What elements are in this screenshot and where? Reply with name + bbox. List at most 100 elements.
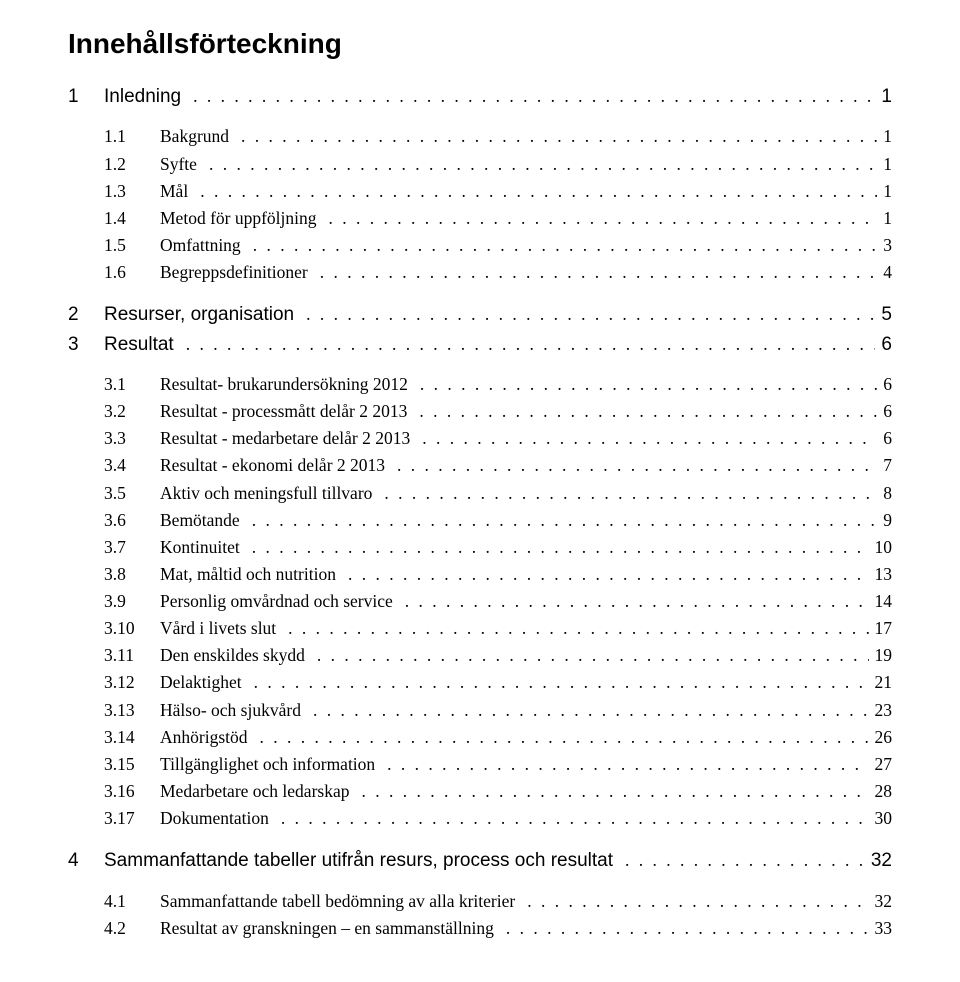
toc-entry: 3.11Den enskildes skydd. . . . . . . . .… bbox=[104, 642, 892, 669]
toc-entry-number: 3.9 bbox=[104, 588, 160, 615]
toc-entry: 4Sammanfattande tabeller utifrån resurs,… bbox=[68, 846, 892, 875]
toc-entry-number: 3.1 bbox=[104, 371, 160, 398]
toc-entry-page: 6 bbox=[875, 330, 892, 359]
toc-entry-label: Hälso- och sjukvård bbox=[160, 697, 301, 724]
toc-leader-dots: . . . . . . . . . . . . . . . . . . . . … bbox=[260, 724, 869, 751]
toc-entry-label: Den enskildes skydd bbox=[160, 642, 305, 669]
toc-entry: 3.12Delaktighet . . . . . . . . . . . . .… bbox=[104, 669, 892, 696]
toc-entry-page: 33 bbox=[869, 915, 893, 942]
toc-entry: 3.14Anhörigstöd . . . . . . . . . . . . .… bbox=[104, 724, 892, 751]
toc-entry-label: Bakgrund bbox=[160, 123, 229, 150]
toc-entry: 3.15Tillgänglighet och information. . . … bbox=[104, 751, 892, 778]
toc-entry-label: Omfattning bbox=[160, 232, 241, 259]
toc-leader-dots: . . . . . . . . . . . . . . . . . . . . … bbox=[209, 151, 877, 178]
toc-entry: 3.10Vård i livets slut. . . . . . . . . … bbox=[104, 615, 892, 642]
toc-entry-number: 1.5 bbox=[104, 232, 160, 259]
toc-entry-label: Syfte bbox=[160, 151, 197, 178]
toc-leader-dots: . . . . . . . . . . . . . . . . . . . . … bbox=[361, 778, 868, 805]
toc-entry-page: 27 bbox=[869, 751, 893, 778]
toc-entry: 2Resurser, organisation. . . . . . . . .… bbox=[68, 300, 892, 329]
toc-leader-dots: . . . . . . . . . . . . . . . . . . . . … bbox=[313, 697, 869, 724]
toc-entry: 1.1Bakgrund. . . . . . . . . . . . . . .… bbox=[104, 123, 892, 150]
toc-leader-dots: . . . . . . . . . . . . . . . . . . . . … bbox=[397, 452, 877, 479]
table-of-contents: 1Inledning. . . . . . . . . . . . . . . … bbox=[68, 82, 892, 942]
toc-entry-number: 2 bbox=[68, 300, 104, 329]
toc-entry-number: 3.2 bbox=[104, 398, 160, 425]
toc-entry-page: 1 bbox=[877, 178, 892, 205]
toc-entry-label: Mål bbox=[160, 178, 188, 205]
toc-leader-dots: . . . . . . . . . . . . . . . . . . . . … bbox=[288, 615, 868, 642]
toc-leader-dots: . . . . . . . . . . . . . . . . . . . . … bbox=[527, 888, 868, 915]
toc-entry-number: 3 bbox=[68, 330, 104, 359]
toc-leader-dots: . . . . . . . . . . . . . . . . . . . . … bbox=[186, 331, 876, 358]
toc-entry-label: Resultat - medarbetare delår 2 2013 bbox=[160, 425, 410, 452]
toc-entry-number: 3.16 bbox=[104, 778, 160, 805]
toc-entry-number: 3.12 bbox=[104, 669, 160, 696]
toc-entry-label: Anhörigstöd bbox=[160, 724, 248, 751]
toc-leader-dots: . . . . . . . . . . . . . . . . . . . . … bbox=[253, 232, 878, 259]
toc-entry-label: Delaktighet bbox=[160, 669, 242, 696]
toc-entry-page: 9 bbox=[877, 507, 892, 534]
toc-entry-page: 7 bbox=[877, 452, 892, 479]
toc-entry: 1.6Begreppsdefinitioner. . . . . . . . .… bbox=[104, 259, 892, 286]
toc-entry-number: 3.11 bbox=[104, 642, 160, 669]
toc-entry: 3.6Bemötande. . . . . . . . . . . . . . … bbox=[104, 507, 892, 534]
toc-entry-number: 3.14 bbox=[104, 724, 160, 751]
toc-entry-label: Resultat- brukarundersökning 2012 bbox=[160, 371, 408, 398]
toc-leader-dots: . . . . . . . . . . . . . . . . . . . . … bbox=[422, 425, 877, 452]
toc-entry: 1.4Metod för uppföljning. . . . . . . . … bbox=[104, 205, 892, 232]
toc-entry: 3.2Resultat - processmått delår 2 2013 . … bbox=[104, 398, 892, 425]
toc-entry-label: Dokumentation bbox=[160, 805, 269, 832]
toc-entry: 3Resultat . . . . . . . . . . . . . . . .… bbox=[68, 330, 892, 359]
toc-leader-dots: . . . . . . . . . . . . . . . . . . . . … bbox=[254, 669, 869, 696]
toc-leader-dots: . . . . . . . . . . . . . . . . . . . . … bbox=[419, 398, 877, 425]
toc-entry-number: 4 bbox=[68, 846, 104, 875]
toc-entry-label: Resurser, organisation bbox=[104, 300, 294, 329]
toc-entry-label: Resultat - ekonomi delår 2 2013 bbox=[160, 452, 385, 479]
toc-entry-page: 23 bbox=[869, 697, 893, 724]
toc-entry: 3.4Resultat - ekonomi delår 2 2013. . . … bbox=[104, 452, 892, 479]
toc-entry-label: Metod för uppföljning bbox=[160, 205, 317, 232]
toc-entry-page: 32 bbox=[869, 888, 893, 915]
toc-entry-number: 3.3 bbox=[104, 425, 160, 452]
toc-entry-label: Sammanfattande tabeller utifrån resurs, … bbox=[104, 846, 613, 875]
toc-entry: 4.2Resultat av granskningen – en sammans… bbox=[104, 915, 892, 942]
toc-entry-number: 3.8 bbox=[104, 561, 160, 588]
toc-entry-page: 14 bbox=[869, 588, 893, 615]
toc-entry-page: 30 bbox=[869, 805, 893, 832]
toc-leader-dots: . . . . . . . . . . . . . . . . . . . . … bbox=[329, 205, 878, 232]
toc-title: Innehållsförteckning bbox=[68, 28, 892, 60]
toc-entry: 4.1Sammanfattande tabell bedömning av al… bbox=[104, 888, 892, 915]
toc-leader-dots: . . . . . . . . . . . . . . . . . . . . … bbox=[281, 805, 869, 832]
toc-entry: 3.1Resultat- brukarundersökning 2012. . … bbox=[104, 371, 892, 398]
toc-entry-label: Resultat - processmått delår 2 2013 bbox=[160, 398, 407, 425]
toc-entry-number: 3.15 bbox=[104, 751, 160, 778]
toc-entry-page: 26 bbox=[869, 724, 893, 751]
toc-entry-page: 28 bbox=[869, 778, 893, 805]
toc-entry-number: 4.2 bbox=[104, 915, 160, 942]
toc-entry-label: Tillgänglighet och information bbox=[160, 751, 375, 778]
toc-entry-page: 13 bbox=[869, 561, 893, 588]
toc-entry-label: Personlig omvårdnad och service bbox=[160, 588, 393, 615]
toc-entry: 3.7Kontinuitet. . . . . . . . . . . . . … bbox=[104, 534, 892, 561]
toc-entry-page: 32 bbox=[865, 846, 892, 875]
toc-entry: 3.9Personlig omvårdnad och service. . . … bbox=[104, 588, 892, 615]
toc-entry-page: 3 bbox=[877, 232, 892, 259]
toc-leader-dots: . . . . . . . . . . . . . . . . . . . . … bbox=[252, 507, 878, 534]
toc-entry-number: 1.2 bbox=[104, 151, 160, 178]
toc-entry-number: 1.1 bbox=[104, 123, 160, 150]
toc-entry-number: 3.13 bbox=[104, 697, 160, 724]
toc-entry: 1.5Omfattning . . . . . . . . . . . . . .… bbox=[104, 232, 892, 259]
toc-leader-dots: . . . . . . . . . . . . . . . . . . . . … bbox=[506, 915, 869, 942]
toc-entry-label: Resultat bbox=[104, 330, 174, 359]
toc-entry: 3.8Mat, måltid och nutrition. . . . . . … bbox=[104, 561, 892, 588]
toc-entry-label: Begreppsdefinitioner bbox=[160, 259, 308, 286]
toc-entry-number: 1.6 bbox=[104, 259, 160, 286]
toc-entry-page: 1 bbox=[877, 205, 892, 232]
toc-entry-page: 6 bbox=[877, 371, 892, 398]
toc-entry-label: Resultat av granskningen – en sammanstäl… bbox=[160, 915, 494, 942]
toc-entry: 1Inledning. . . . . . . . . . . . . . . … bbox=[68, 82, 892, 111]
toc-entry-label: Bemötande bbox=[160, 507, 240, 534]
toc-entry-number: 3.17 bbox=[104, 805, 160, 832]
toc-entry-page: 8 bbox=[877, 480, 892, 507]
